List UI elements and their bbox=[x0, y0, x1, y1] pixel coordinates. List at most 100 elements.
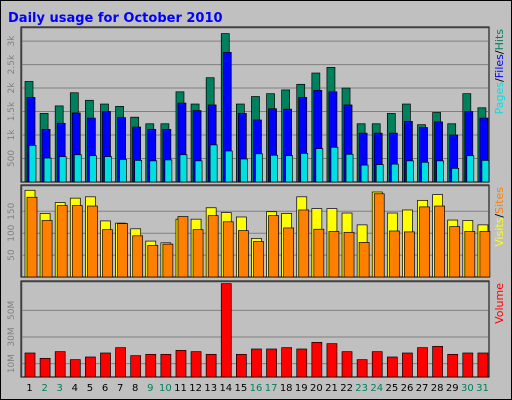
volume-bar-volume-14 bbox=[220, 283, 232, 378]
day-label-25: 25 bbox=[386, 383, 399, 394]
visits-tick-label: 150 bbox=[7, 202, 17, 219]
volume-bar-volume-26 bbox=[402, 352, 413, 378]
day-label-9: 9 bbox=[147, 383, 153, 394]
volume-bar-volume-12 bbox=[190, 351, 202, 378]
volume-bar-volume-3 bbox=[54, 351, 66, 378]
volume-bar-volume-10 bbox=[160, 353, 172, 378]
day-label-24: 24 bbox=[370, 383, 383, 394]
volume-bar-volume-25 bbox=[386, 356, 398, 378]
requests-bar-pages-31 bbox=[481, 160, 490, 183]
requests-bar-pages-29 bbox=[451, 168, 460, 183]
requests-bar-pages-19 bbox=[300, 152, 309, 183]
visits-bar-sites-1 bbox=[26, 196, 38, 278]
day-label-6: 6 bbox=[102, 383, 108, 394]
volume-bar-volume-11 bbox=[175, 349, 187, 378]
volume-tick-label: 30M bbox=[7, 327, 17, 346]
visits-bar-sites-30 bbox=[464, 231, 476, 278]
volume-bar-volume-6 bbox=[100, 352, 111, 378]
day-label-15: 15 bbox=[235, 383, 248, 394]
visits-bar-sites-9 bbox=[147, 245, 159, 278]
requests-bar-pages-14 bbox=[224, 150, 233, 183]
visits-legend-part: / bbox=[493, 214, 506, 218]
volume-bar-volume-28 bbox=[432, 345, 443, 378]
day-label-19: 19 bbox=[295, 383, 308, 394]
requests-tick-label: 500 bbox=[7, 150, 17, 167]
visits-bar-sites-2 bbox=[41, 220, 53, 278]
visits-bar-sites-25 bbox=[388, 230, 400, 278]
visits-bar-sites-18 bbox=[283, 227, 294, 278]
volume-tick-label: 50M bbox=[7, 301, 17, 320]
day-label-8: 8 bbox=[132, 383, 138, 394]
visits-tick-label: 50 bbox=[7, 249, 17, 261]
requests-bar-pages-20 bbox=[315, 148, 324, 183]
volume-bar-volume-1 bbox=[24, 352, 36, 378]
requests-tick-label: 2k bbox=[7, 82, 17, 94]
visits-bar-sites-6 bbox=[102, 229, 113, 278]
day-label-2: 2 bbox=[41, 383, 47, 394]
day-label-18: 18 bbox=[280, 383, 293, 394]
volume-bar-volume-23 bbox=[356, 359, 368, 378]
requests-legend-part: Pages bbox=[493, 82, 506, 115]
requests-legend-part: Files bbox=[493, 54, 506, 78]
day-label-10: 10 bbox=[159, 383, 172, 394]
requests-bar-pages-6 bbox=[104, 156, 112, 183]
requests-bar-pages-17 bbox=[270, 154, 278, 183]
day-label-5: 5 bbox=[87, 383, 93, 394]
day-label-14: 14 bbox=[219, 383, 232, 394]
day-label-28: 28 bbox=[431, 383, 444, 394]
volume-bar-volume-29 bbox=[447, 353, 459, 378]
volume-bar-volume-2 bbox=[39, 357, 51, 378]
day-label-30: 30 bbox=[461, 383, 474, 394]
volume-bar-volume-30 bbox=[462, 352, 474, 378]
requests-bar-pages-2 bbox=[43, 157, 52, 183]
visits-bar-sites-3 bbox=[56, 205, 68, 278]
requests-bar-pages-26 bbox=[406, 160, 414, 183]
visits-bar-sites-19 bbox=[298, 209, 310, 278]
volume-bar-volume-16 bbox=[251, 348, 262, 378]
day-label-21: 21 bbox=[325, 383, 338, 394]
volume-bar-volume-31 bbox=[477, 352, 489, 378]
requests-bar-pages-24 bbox=[375, 164, 384, 183]
day-label-29: 29 bbox=[446, 383, 459, 394]
volume-panel: 10M 30M 50M Volume bbox=[7, 280, 506, 378]
volume-bar-volume-22 bbox=[341, 351, 353, 378]
requests-bar-pages-5 bbox=[89, 155, 97, 183]
volume-bar-volume-15 bbox=[236, 353, 247, 378]
day-label-16: 16 bbox=[250, 383, 263, 394]
volume-bar-volume-19 bbox=[296, 348, 308, 378]
volume-bar-volume-5 bbox=[85, 356, 96, 378]
visits-bar-sites-4 bbox=[71, 205, 83, 278]
visits-bar-sites-26 bbox=[404, 231, 415, 278]
chart-title: Daily usage for October 2010 bbox=[8, 11, 223, 26]
requests-bar-pages-11 bbox=[179, 154, 188, 183]
day-label-11: 11 bbox=[174, 383, 187, 394]
visits-bar-sites-20 bbox=[313, 228, 325, 278]
requests-legend-part: Hits bbox=[493, 29, 506, 51]
requests-bar-pages-27 bbox=[421, 161, 429, 183]
day-label-27: 27 bbox=[416, 383, 429, 394]
visits-bar-sites-24 bbox=[373, 193, 385, 278]
visits-bar-sites-12 bbox=[192, 229, 204, 278]
visits-bar-sites-5 bbox=[87, 205, 98, 278]
volume-tick-label: 10M bbox=[7, 354, 17, 373]
visits-bar-sites-22 bbox=[343, 231, 355, 278]
visits-bar-sites-8 bbox=[132, 235, 144, 278]
requests-tick-label: 1k bbox=[7, 129, 17, 141]
requests-bar-pages-16 bbox=[255, 153, 263, 183]
requests-bar-pages-9 bbox=[149, 160, 158, 183]
visits-bar-sites-11 bbox=[177, 216, 189, 278]
requests-bar-pages-12 bbox=[194, 160, 203, 183]
volume-bar-volume-9 bbox=[145, 353, 157, 378]
volume-bar-volume-8 bbox=[130, 355, 142, 378]
visits-bar-sites-13 bbox=[207, 215, 219, 278]
volume-bar-volume-27 bbox=[417, 347, 428, 378]
visits-bar-sites-31 bbox=[479, 231, 491, 278]
visits-bar-sites-23 bbox=[358, 242, 370, 278]
visits-bar-sites-14 bbox=[222, 221, 234, 278]
day-label-17: 17 bbox=[265, 383, 278, 394]
volume-legend: Volume bbox=[493, 283, 506, 324]
requests-bar-pages-7 bbox=[119, 159, 127, 183]
requests-tick-label: 2.5k bbox=[7, 54, 17, 74]
